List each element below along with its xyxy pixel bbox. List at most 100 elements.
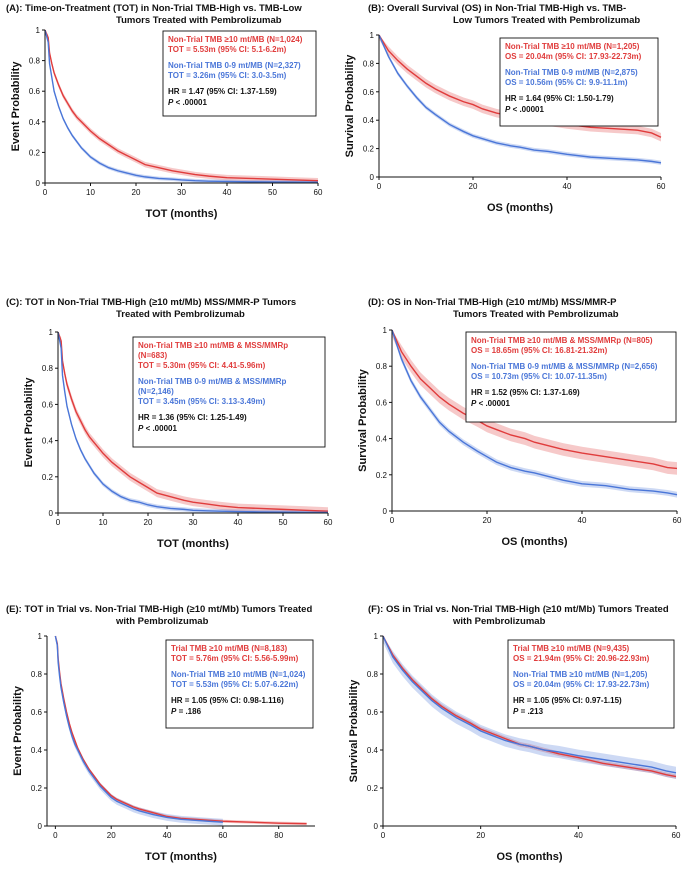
y-axis-label: Event Probability [12,685,24,776]
legend-entry-text: TOT = 3.26m (95% CI: 3.0-3.5m) [168,71,287,80]
legend-entry-text: OS = 10.73m (95% CI: 10.07-11.35m) [471,372,607,381]
hazard-ratio-text: HR = 1.36 (95% CI: 1.25-1.49) [138,413,247,422]
x-axis-label: OS (months) [487,202,553,214]
panel-label: (B): [368,3,387,14]
legend-entry-text: (N=2,146) [138,387,174,396]
y-tick-label: 0.6 [29,87,41,96]
survival-curve [378,34,662,138]
y-axis-label: Event Probability [23,377,35,468]
p-value: = .186 [176,707,201,716]
legend-entry-text: OS = 21.94m (95% CI: 20.96-22.93m) [513,654,650,663]
y-tick-label: 0.2 [29,148,41,157]
x-axis-label: TOT (months) [157,538,229,550]
y-tick-label: 0.2 [31,784,43,793]
y-tick-label: 0.6 [42,400,54,409]
y-tick-label: 0.8 [376,362,388,371]
survival-curve [57,331,329,512]
x-tick-label: 60 [324,518,333,527]
x-tick-label: 60 [673,516,682,525]
p-label: P [513,707,519,716]
p-label: P [168,98,174,107]
panel-label: (F): [368,604,386,615]
y-tick-label: 0.4 [376,435,388,444]
legend-entry-text: OS = 20.04m (95% CI: 17.93-22.73m) [513,680,650,689]
y-tick-label: 1 [49,328,54,337]
p-value-text: P < .00001 [168,98,207,107]
hazard-ratio-text: HR = 1.47 (95% CI: 1.37-1.59) [168,87,277,96]
x-tick-label: 0 [390,516,395,525]
legend-entry-text: Trial TMB ≥10 mt/MB (N=8,183) [171,644,288,653]
x-tick-label: 0 [56,518,61,527]
survival-curve [382,635,677,774]
title-line: OS in Non-Trial TMB-High (≥10 mt/Mb) MSS… [387,297,617,308]
x-tick-label: 20 [483,516,492,525]
p-label: P [471,399,477,408]
y-tick-label: 0 [370,173,375,182]
y-tick-label: 0.6 [376,398,388,407]
p-label: P [138,424,144,433]
chart-title: (F): OS in Trial vs. Non-Trial TMB-High … [368,604,669,615]
legend-entry-text: OS = 18.65m (95% CI: 16.81-21.32m) [471,346,608,355]
x-tick-label: 20 [132,188,141,197]
x-tick-label: 40 [574,831,583,840]
panel-label: (E): [6,604,24,615]
y-axis-label: Event Probability [10,61,22,152]
x-axis-label: OS (months) [502,536,568,548]
legend-entry-text: TOT = 3.45m (95% CI: 3.13-3.49m) [138,397,266,406]
x-tick-label: 40 [234,518,243,527]
x-tick-label: 40 [563,182,572,191]
y-tick-label: 0.8 [363,59,375,68]
y-tick-label: 1 [383,326,388,335]
y-tick-label: 0.4 [367,746,379,755]
survival-curve [378,34,662,164]
confidence-band [392,330,677,475]
y-axis-label: Survival Probability [344,54,356,158]
hazard-ratio-text: HR = 1.05 (95% CI: 0.98-1.116) [171,696,284,705]
title-line: TOT in Trial vs. Non-Trial TMB-High (≥10… [24,604,312,615]
survival-curve [391,329,678,496]
survival-curve [382,635,677,778]
p-value-text: P < .00001 [138,424,177,433]
x-tick-label: 40 [163,831,172,840]
panel-label: (A): [6,3,25,14]
p-value-text: P < .00001 [505,105,544,114]
p-label: P [505,105,511,114]
chart-title-line2: Low Tumors Treated with Pembrolizumab [453,15,640,26]
x-axis-label: TOT (months) [146,208,218,220]
y-tick-label: 0.2 [363,145,375,154]
title-line: Overall Survival (OS) in Non-Trial TMB-H… [387,3,626,14]
legend-box [132,336,326,448]
legend-entry-text: Non-Trial TMB 0-9 mt/MB & MSS/MMRp (N=2,… [471,362,658,371]
y-tick-label: 0.6 [363,88,375,97]
x-axis-label: OS (months) [497,851,563,863]
x-tick-label: 20 [144,518,153,527]
chart-panel: (C): TOT in Non-Trial TMB-High (≥10 mt/M… [6,297,333,550]
x-tick-label: 20 [476,831,485,840]
legend-box [465,331,677,423]
hazard-ratio-text: HR = 1.64 (95% CI: 1.50-1.79) [505,94,614,103]
chart-title-line2: with Pembrolizumab [115,616,209,627]
x-tick-label: 10 [86,188,95,197]
chart-title-line2: Tumors Treated with Pembrolizumab [453,309,619,320]
legend-entry-text: TOT = 5.53m (95% CI: 5.1-6.2m) [168,45,287,54]
chart-title-line2: with Pembrolizumab [452,616,546,627]
chart-title: (B): Overall Survival (OS) in Non-Trial … [368,3,626,14]
legend-box [162,30,317,117]
legend-entry-text: Non-Trial TMB ≥10 mt/MB & MSS/MMRp (N=80… [471,336,653,345]
p-value-text: P = .213 [513,707,544,716]
y-tick-label: 1 [374,632,379,641]
survival-curve [54,635,223,823]
y-tick-label: 0.2 [42,473,54,482]
x-tick-label: 0 [381,831,386,840]
x-tick-label: 30 [177,188,186,197]
y-tick-label: 0.4 [31,746,43,755]
title-line: Time-on-Treatment (TOT) in Non-Trial TMB… [25,3,302,14]
x-tick-label: 0 [377,182,382,191]
x-tick-label: 20 [107,831,116,840]
hazard-ratio-text: HR = 1.05 (95% CI: 0.97-1.15) [513,696,622,705]
chart-panel: (D): OS in Non-Trial TMB-High (≥10 mt/Mb… [357,297,682,548]
y-tick-label: 1 [370,31,375,40]
p-value: = .213 [518,707,543,716]
